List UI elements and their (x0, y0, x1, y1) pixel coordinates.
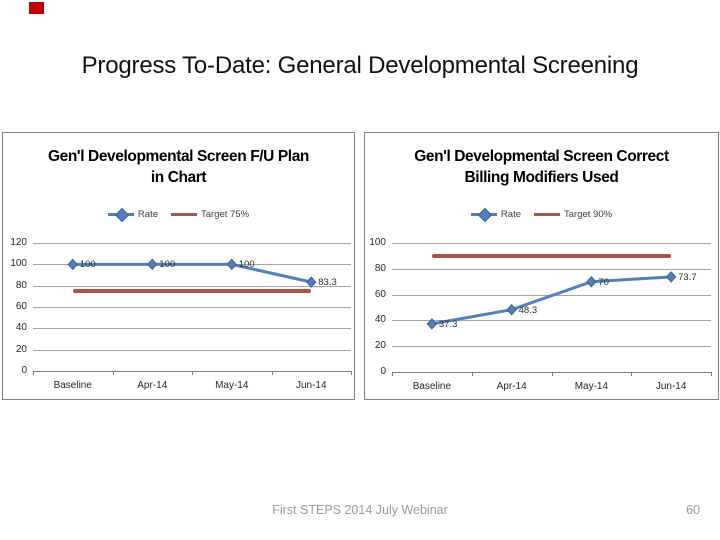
red-accent-shape (29, 2, 44, 14)
y-axis-label: 40 (15, 322, 27, 334)
y-axis-label: 100 (10, 258, 27, 270)
gridline (33, 285, 351, 287)
legend-diamond-icon (114, 207, 129, 223)
data-point-label: 100 (238, 259, 255, 271)
gridline (392, 243, 711, 244)
y-axis-label: 80 (15, 279, 27, 291)
chart-title-line: in Chart (150, 169, 207, 186)
rate-series-line (431, 275, 672, 326)
y-axis-label: 0 (380, 366, 386, 377)
legend-item: Rate (107, 207, 158, 223)
chart-panel-fu-plan: Gen'l Developmental Screen F/U Plan in Ch… (2, 132, 355, 400)
y-axis-label: 20 (374, 340, 386, 352)
page-title: Progress To-Date: General Developmental … (81, 52, 639, 79)
gridline (33, 243, 351, 244)
legend-label: Rate (137, 209, 158, 220)
legend-line-marker-swatch (107, 207, 134, 223)
data-point-label: 83.3 (318, 277, 337, 289)
x-axis-label: May-14 (574, 381, 609, 392)
y-axis-label: 20 (15, 343, 27, 355)
gridline (33, 307, 351, 308)
chart-title: Gen'l Developmental Screen Correct Billin… (365, 146, 718, 188)
data-point-label: 70 (598, 276, 609, 288)
legend-line-swatch (534, 213, 560, 216)
legend-item: Rate (470, 207, 521, 223)
gridline (392, 346, 711, 348)
chart-title-line: Billing Modifiers Used (464, 169, 619, 186)
data-point-marker (506, 303, 517, 316)
y-axis-label: 100 (369, 237, 386, 248)
x-axis-tick (112, 371, 114, 375)
legend-label: Rate (500, 209, 521, 220)
x-axis-label: Jun-14 (655, 381, 687, 392)
legend-label: Target 75% (201, 209, 250, 220)
x-axis-tick (271, 371, 273, 375)
legend-label: Target 90% (564, 209, 613, 220)
data-point-marker (586, 275, 597, 288)
x-axis-tick (392, 372, 393, 376)
y-axis-label: 40 (374, 314, 386, 326)
y-axis-label: 80 (374, 262, 386, 274)
chart-title-line: Gen'l Developmental Screen F/U Plan (47, 148, 310, 165)
legend-item: Target 90% (534, 209, 612, 220)
footer-text: First STEPS 2014 July Webinar (272, 503, 448, 517)
data-point-label: 37.3 (438, 318, 458, 330)
y-axis-label: 60 (374, 288, 386, 300)
legend-diamond-icon (477, 207, 492, 223)
x-axis-tick (351, 371, 352, 375)
legend-line-swatch (171, 213, 197, 216)
x-axis-tick (631, 372, 633, 376)
data-point-label: 48.3 (518, 304, 538, 316)
data-point-label: 100 (79, 259, 96, 271)
page-number: 60 (686, 503, 700, 517)
chart-panel-billing-modifiers: Gen'l Developmental Screen Correct Billin… (364, 132, 719, 400)
x-axis-label: May-14 (215, 380, 249, 391)
x-axis-tick (33, 371, 34, 375)
y-axis-label: 120 (10, 237, 27, 248)
gridline (33, 328, 351, 330)
y-axis-label: 60 (15, 301, 27, 312)
gridline (33, 349, 351, 351)
chart-legend: Rate Target 90% (365, 207, 718, 223)
data-point-label: 100 (159, 259, 176, 271)
rate-series-line (72, 262, 312, 284)
x-axis-tick (551, 372, 553, 376)
chart-title: Gen'l Developmental Screen F/U Plan in Ch… (3, 146, 354, 188)
x-axis-tick (192, 371, 193, 375)
x-axis-tick (471, 372, 473, 376)
x-axis-label: Apr-14 (496, 381, 527, 392)
chart-title-line: Gen'l Developmental Screen Correct (414, 148, 669, 165)
data-point-marker (665, 271, 677, 283)
x-axis-label: Jun-14 (295, 380, 327, 391)
x-axis-label: Baseline (412, 381, 452, 392)
x-axis-tick (711, 372, 712, 376)
x-axis-label: Apr-14 (137, 380, 168, 391)
x-axis-label: Baseline (53, 380, 92, 391)
data-point-label: 73.7 (678, 271, 697, 283)
gridline (392, 294, 711, 296)
y-axis-label: 0 (21, 365, 27, 376)
chart-legend: Rate Target 75% (3, 207, 354, 223)
legend-line-marker-swatch (470, 207, 497, 223)
legend-item: Target 75% (171, 209, 249, 220)
gridline (392, 268, 711, 270)
target-line (72, 289, 312, 293)
target-line (431, 253, 672, 258)
